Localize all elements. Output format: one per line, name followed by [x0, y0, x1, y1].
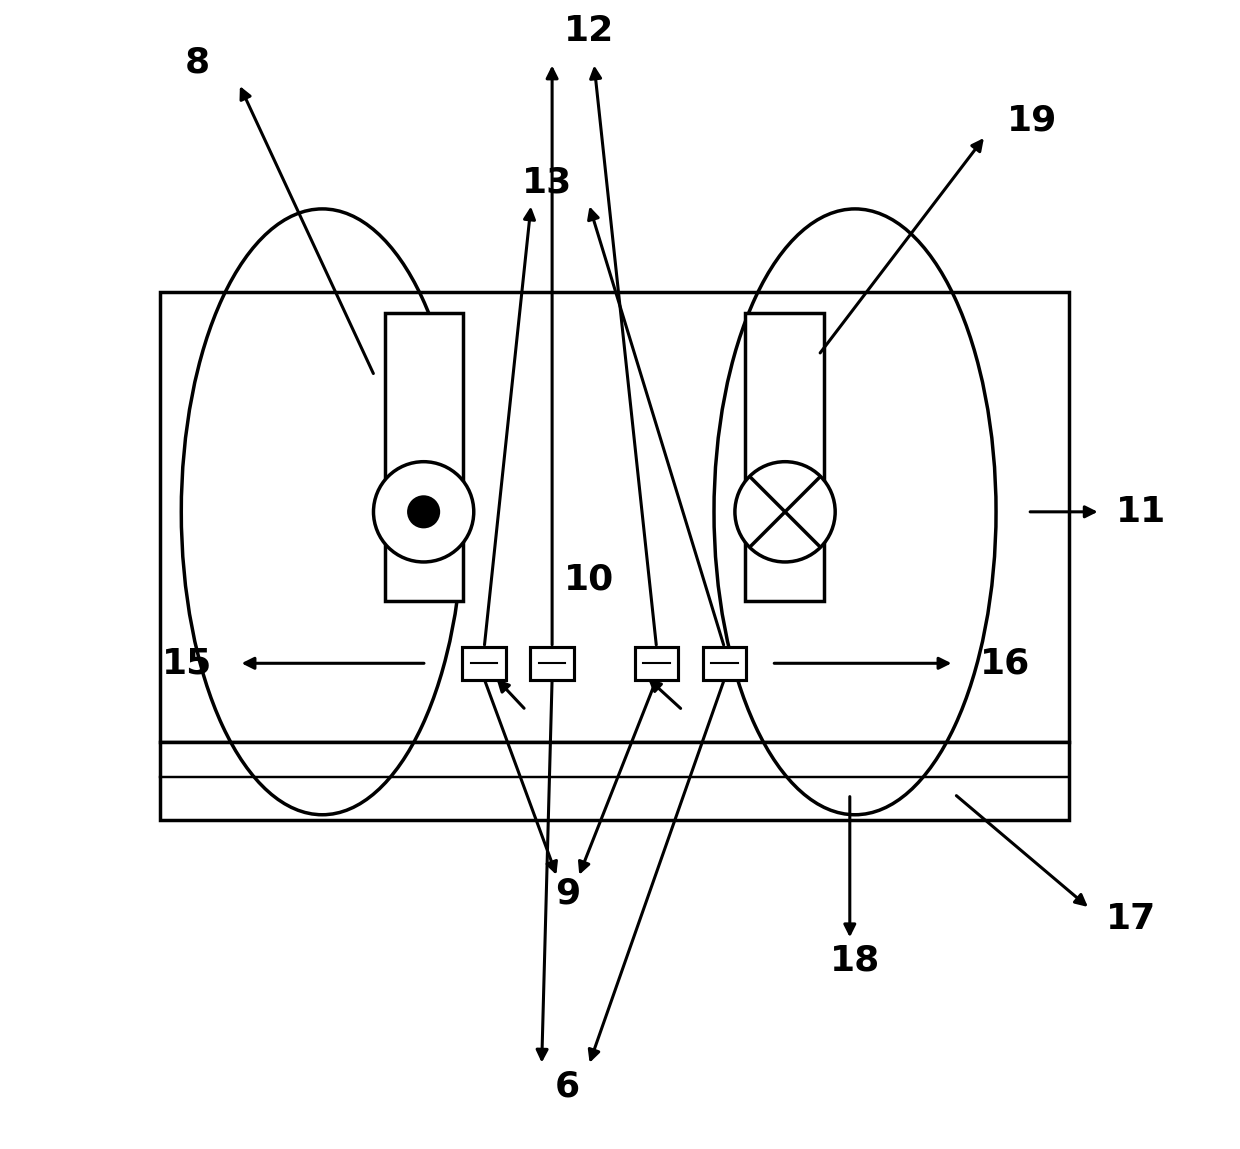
Bar	[463, 647, 506, 680]
Text: 9: 9	[556, 876, 580, 910]
Text: 13: 13	[522, 165, 572, 200]
Circle shape	[373, 462, 474, 562]
Bar	[745, 314, 823, 601]
Text: 11: 11	[1116, 495, 1167, 529]
Text: 8: 8	[185, 46, 210, 79]
Bar	[531, 647, 574, 680]
Circle shape	[735, 462, 836, 562]
Bar	[384, 314, 464, 601]
Text: 19: 19	[1007, 103, 1056, 137]
Bar	[635, 647, 678, 680]
Text: 15: 15	[162, 646, 212, 680]
Bar	[160, 293, 1069, 741]
Text: 12: 12	[563, 14, 614, 48]
Circle shape	[407, 495, 440, 529]
Text: 18: 18	[830, 944, 880, 978]
Text: 16: 16	[981, 646, 1030, 680]
Bar	[160, 741, 1069, 820]
Text: 6: 6	[556, 1070, 580, 1103]
Text: 17: 17	[1106, 902, 1156, 936]
Text: 10: 10	[563, 563, 614, 596]
Bar	[703, 647, 746, 680]
